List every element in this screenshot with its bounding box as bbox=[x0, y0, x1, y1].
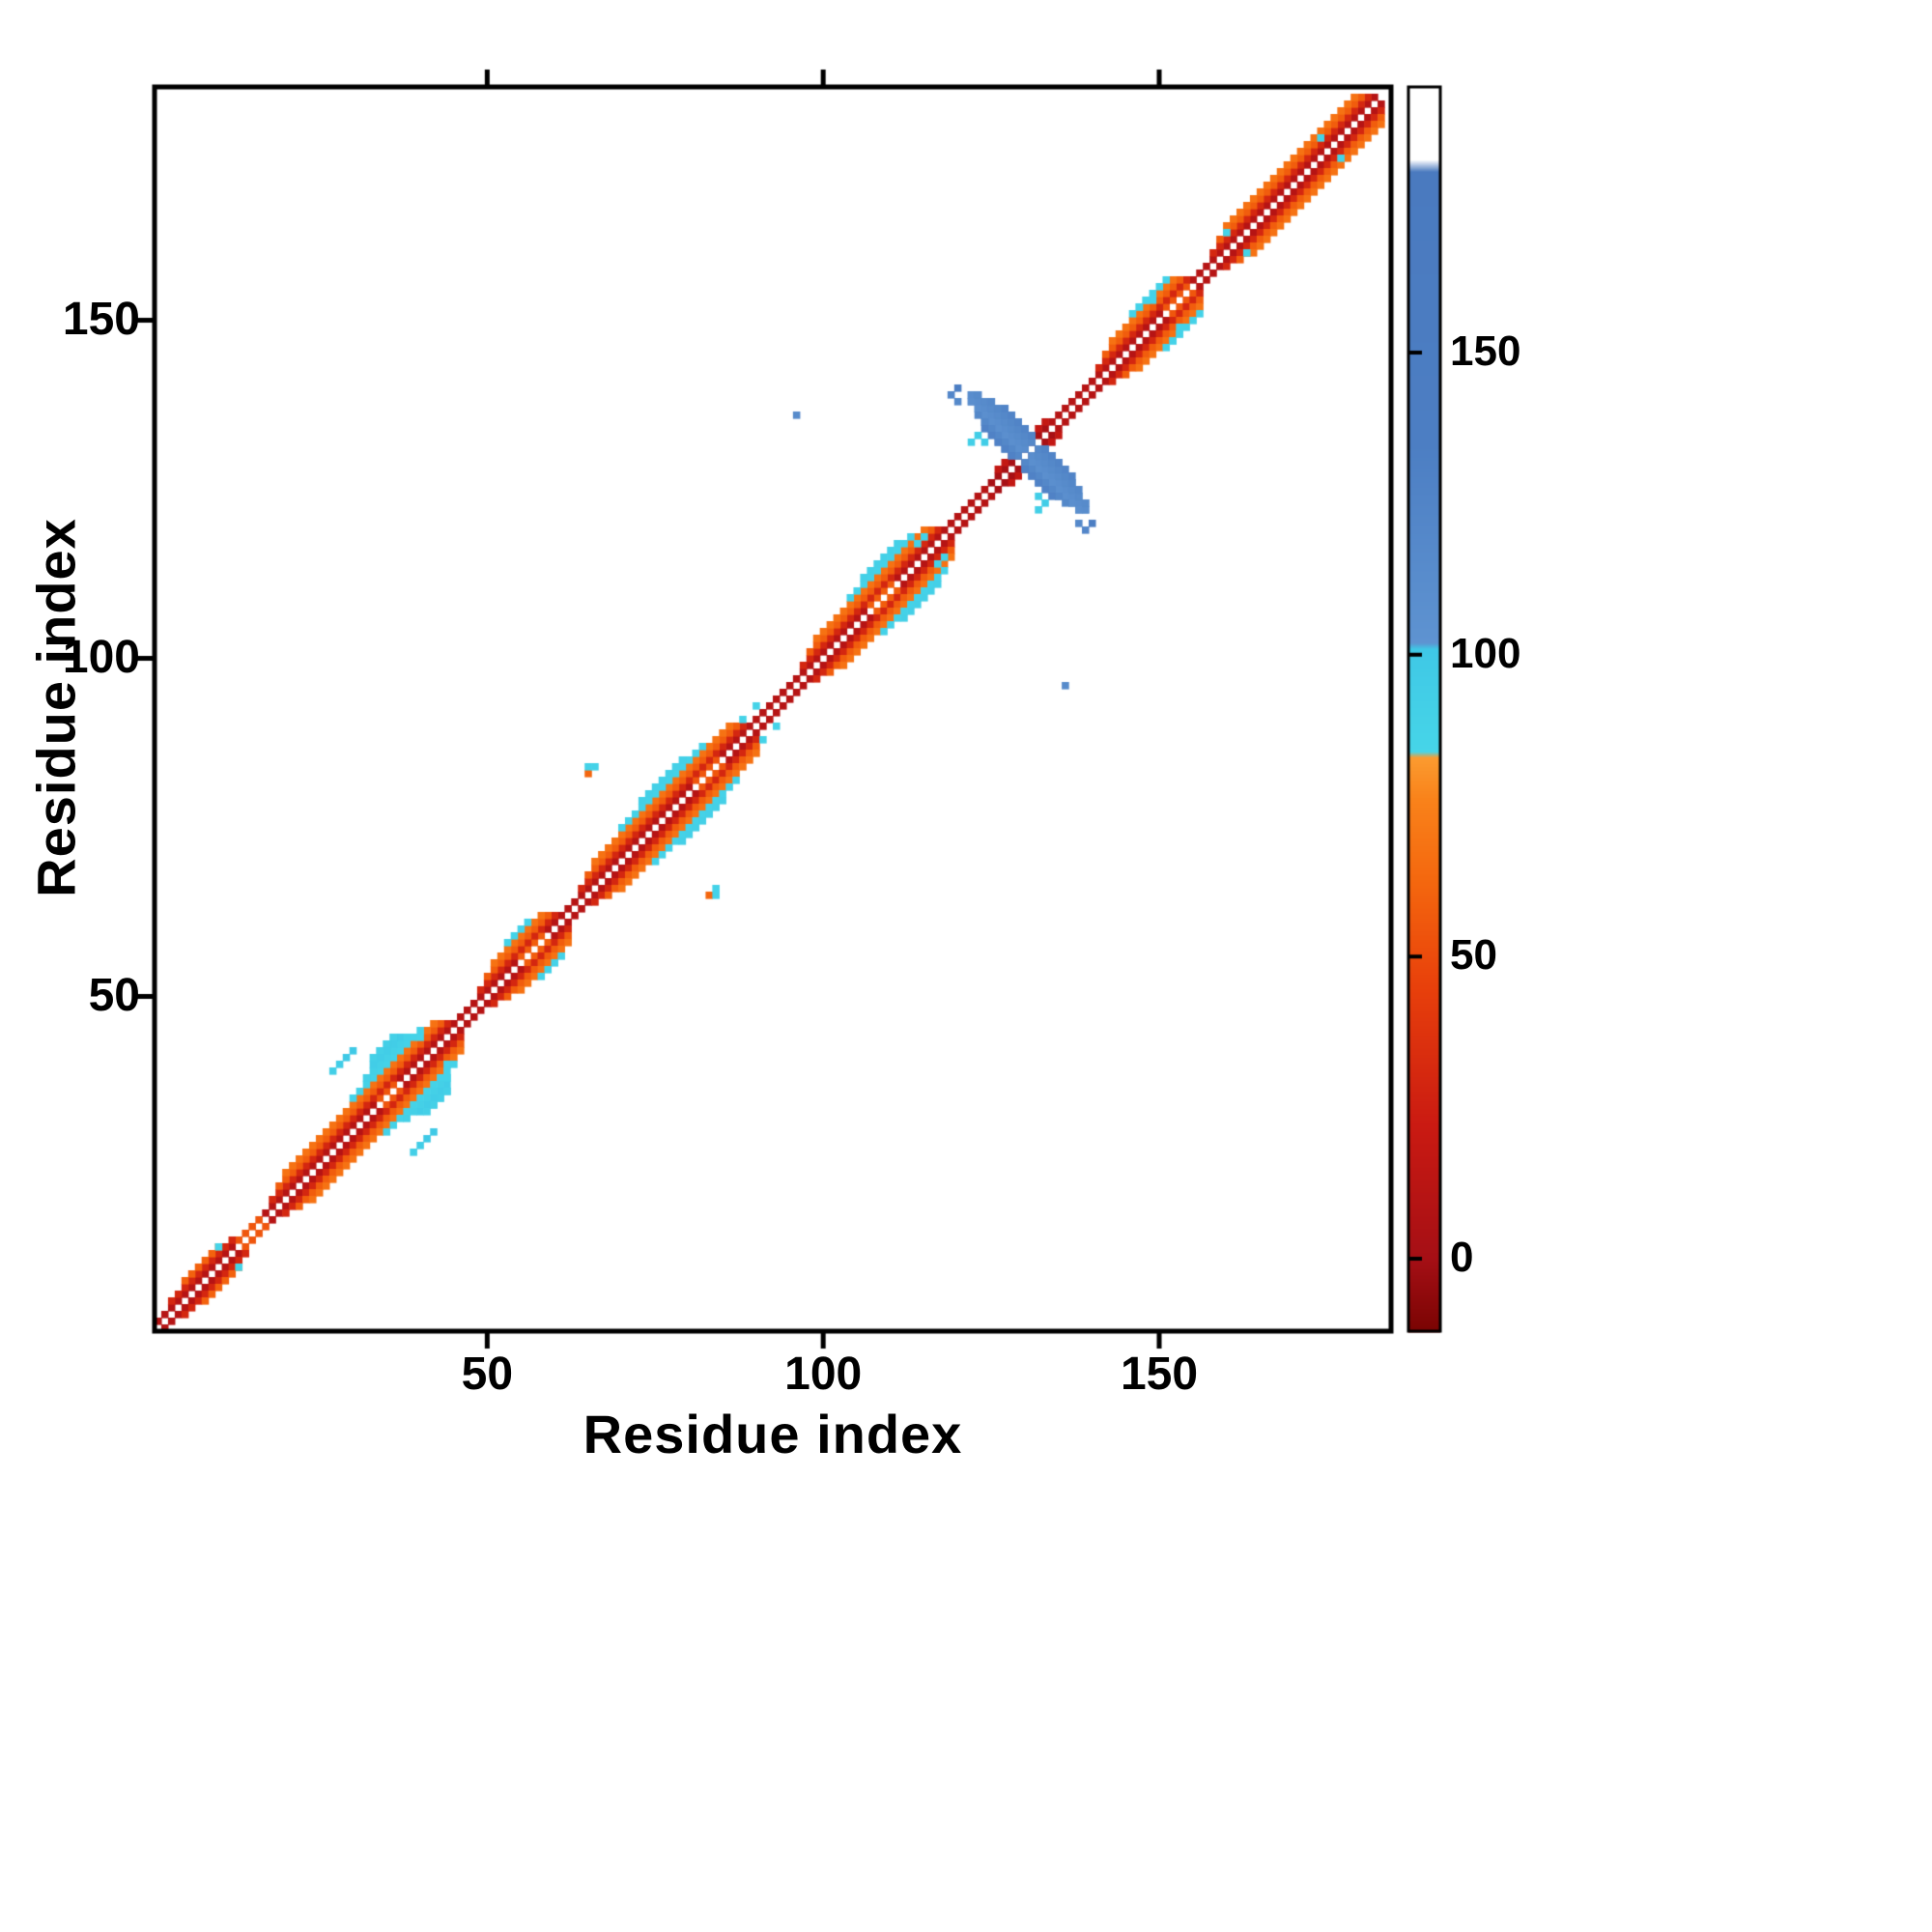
y-tick-label-100: 100 bbox=[62, 631, 140, 683]
y-tick-label-150: 150 bbox=[62, 293, 140, 345]
colorbar-tick-label-100: 100 bbox=[1450, 629, 1521, 677]
x-tick-label-150: 150 bbox=[1120, 1349, 1199, 1400]
colorbar-tick-label-50: 50 bbox=[1450, 931, 1497, 980]
x-axis-title: Residue index bbox=[582, 1404, 963, 1464]
y-axis-title: Residue index bbox=[25, 518, 87, 897]
y-tick-label-50: 50 bbox=[88, 969, 140, 1021]
x-tick-label-100: 100 bbox=[784, 1349, 863, 1400]
colorbar-tick-label-0: 0 bbox=[1450, 1233, 1474, 1281]
x-tick-label-50: 50 bbox=[461, 1349, 514, 1400]
colorbar-tick-label-150: 150 bbox=[1450, 327, 1521, 376]
